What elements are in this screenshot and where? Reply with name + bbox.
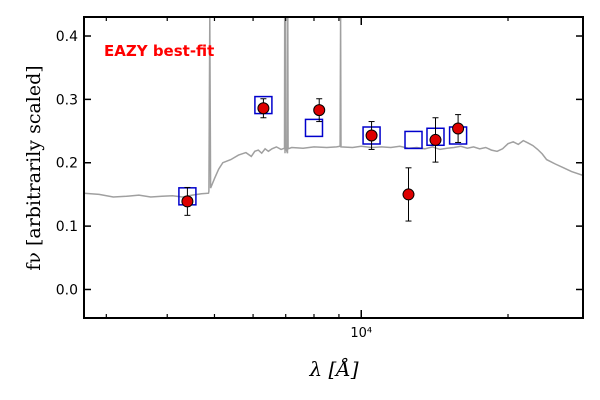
y-tick-label: 0.0 bbox=[56, 282, 78, 298]
y-tick-label: 0.4 bbox=[56, 29, 78, 45]
observed-photometry-layer bbox=[181, 98, 465, 222]
observed-flux-point bbox=[402, 188, 415, 201]
model-flux-square bbox=[404, 130, 423, 150]
plot-frame bbox=[83, 16, 584, 319]
x-axis-label: λ [Å] bbox=[308, 356, 358, 381]
template-sed-layer bbox=[84, 17, 583, 198]
observed-flux-point bbox=[452, 122, 465, 135]
observed-flux-point bbox=[313, 104, 326, 117]
observed-flux-point bbox=[257, 102, 270, 115]
observed-flux-point bbox=[181, 195, 194, 208]
annotation-label: EAZY best-fit bbox=[104, 42, 214, 60]
axes-layer bbox=[83, 16, 584, 319]
y-tick-label: 0.2 bbox=[56, 156, 78, 172]
tick-layer: 0.0 0.1 0.2 0.3 0.4 10⁴ bbox=[56, 17, 583, 341]
y-tick-label: 0.1 bbox=[56, 219, 78, 235]
x-tick-label: 10⁴ bbox=[350, 326, 372, 341]
observed-flux-point bbox=[365, 129, 378, 142]
observed-flux-point bbox=[429, 133, 442, 146]
y-tick-label: 0.3 bbox=[56, 92, 78, 108]
y-axis-label: fν [arbitrarily scaled] bbox=[23, 65, 45, 270]
template-sed-line bbox=[84, 17, 583, 198]
model-flux-square bbox=[304, 118, 324, 138]
